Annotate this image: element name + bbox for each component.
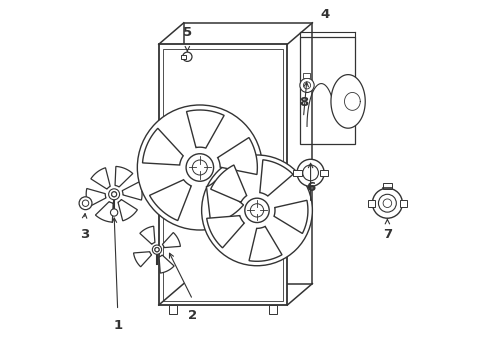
Bar [382, 183, 391, 189]
Circle shape [372, 188, 402, 218]
Text: 4: 4 [320, 8, 329, 21]
Polygon shape [259, 160, 292, 196]
Text: 2: 2 [188, 309, 197, 321]
Bar [168, 305, 177, 314]
Circle shape [183, 52, 192, 62]
Bar [299, 37, 354, 144]
Circle shape [244, 198, 268, 222]
Circle shape [378, 194, 395, 212]
Circle shape [82, 200, 88, 206]
Bar [367, 200, 374, 207]
Text: 3: 3 [80, 228, 89, 241]
Text: 5: 5 [183, 26, 191, 39]
Bar [181, 55, 185, 59]
Polygon shape [206, 181, 243, 224]
Text: 6: 6 [305, 181, 315, 194]
Bar [319, 170, 328, 176]
Polygon shape [162, 233, 180, 248]
Circle shape [79, 197, 92, 210]
Polygon shape [95, 202, 113, 222]
Polygon shape [183, 23, 312, 284]
Polygon shape [273, 200, 307, 234]
Circle shape [186, 154, 213, 181]
Circle shape [154, 247, 159, 252]
Polygon shape [159, 255, 174, 273]
Polygon shape [86, 189, 106, 207]
Circle shape [108, 189, 120, 200]
Polygon shape [91, 168, 110, 189]
Circle shape [137, 105, 262, 230]
Polygon shape [140, 226, 155, 244]
Text: 7: 7 [382, 228, 391, 241]
Bar [399, 200, 406, 207]
Polygon shape [122, 182, 142, 200]
Polygon shape [159, 44, 287, 305]
Polygon shape [186, 110, 224, 148]
Circle shape [111, 192, 117, 197]
Polygon shape [133, 252, 151, 267]
Polygon shape [149, 180, 191, 221]
Circle shape [201, 155, 312, 266]
Bar [268, 305, 277, 314]
Circle shape [111, 192, 116, 197]
Polygon shape [210, 165, 246, 202]
Bar [292, 170, 301, 176]
Circle shape [299, 78, 313, 93]
Bar [303, 73, 309, 78]
Circle shape [192, 160, 207, 175]
Polygon shape [118, 199, 137, 221]
Polygon shape [115, 166, 133, 187]
Polygon shape [142, 128, 183, 165]
Circle shape [296, 159, 324, 186]
Text: 8: 8 [298, 95, 307, 109]
Circle shape [303, 82, 310, 89]
Polygon shape [248, 226, 282, 261]
Circle shape [382, 199, 391, 207]
Circle shape [302, 165, 318, 181]
Polygon shape [330, 75, 365, 128]
Polygon shape [217, 138, 257, 175]
Circle shape [152, 245, 161, 254]
Text: 1: 1 [113, 319, 122, 332]
Circle shape [250, 204, 263, 217]
Circle shape [110, 209, 118, 216]
Circle shape [155, 248, 159, 252]
Polygon shape [206, 216, 244, 248]
